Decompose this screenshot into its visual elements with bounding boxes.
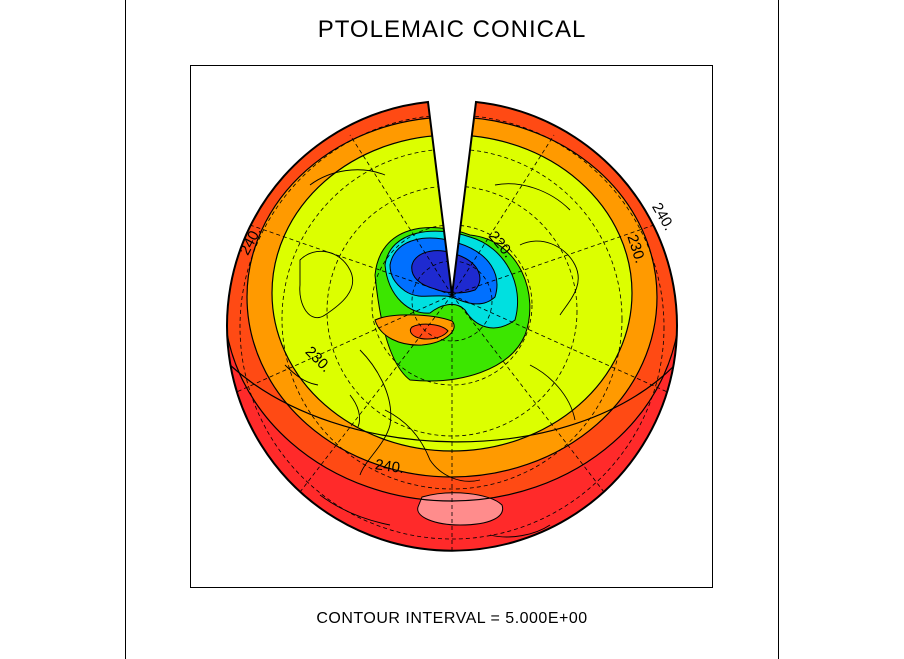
map-title: PTOLEMAIC CONICAL — [317, 16, 587, 43]
contour-fill-layers — [227, 102, 678, 551]
plot-frame — [190, 65, 713, 588]
label-240-bottom: 240. — [374, 456, 405, 477]
coastlines — [284, 169, 579, 538]
warm-anomaly-red — [409, 323, 449, 340]
contour-interval-caption: CONTOUR INTERVAL = 5.000E+00 — [316, 610, 588, 627]
projection-outline — [226, 100, 678, 552]
projection-map: 240. 240. 230. 230. 240. 220. — [226, 100, 678, 552]
graticule — [229, 114, 675, 551]
contour-band-dark-blue — [411, 250, 481, 294]
page-frame — [125, 0, 779, 659]
